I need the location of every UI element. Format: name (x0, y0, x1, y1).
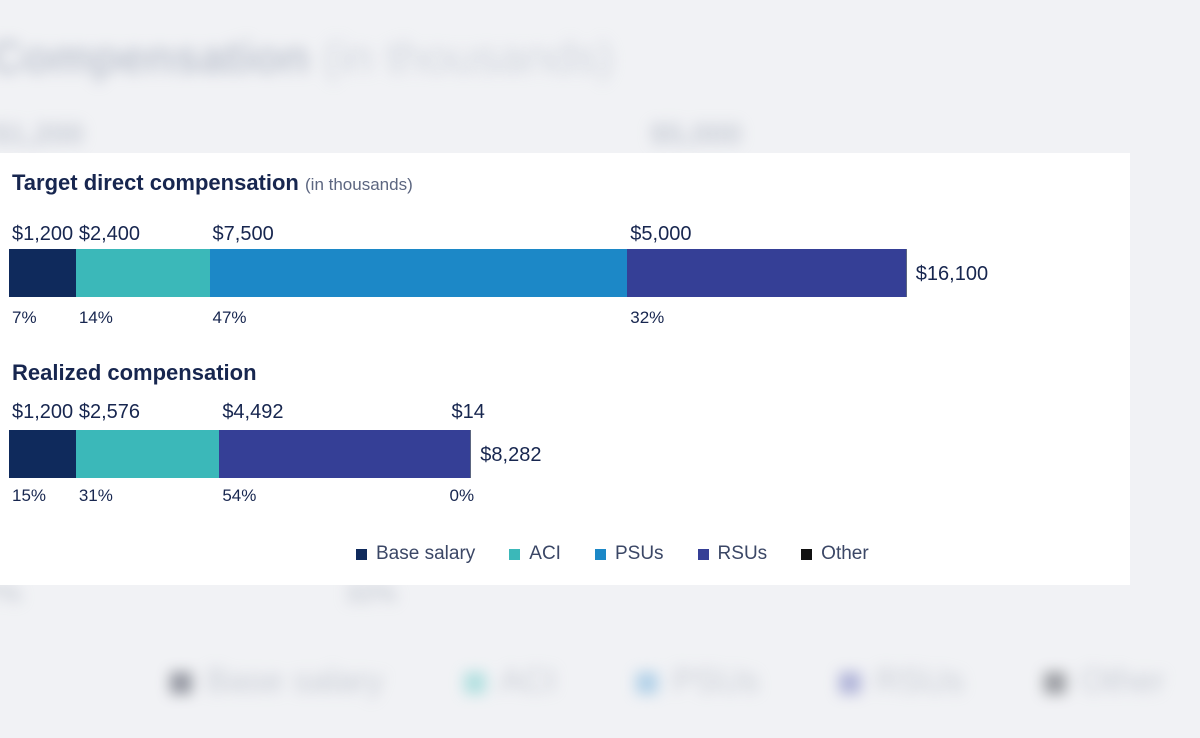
legend-swatch-rsus (697, 548, 709, 560)
background-left-value: $1,200 (0, 118, 84, 151)
bar-segment-rsus-1 (627, 249, 906, 297)
legend-label-aci: ACI (529, 543, 561, 564)
bar-segment-aci-2 (75, 430, 220, 478)
legend-item-aci: ACI (509, 543, 561, 565)
bar-segment-base-salary-2 (9, 430, 76, 478)
total-tick-1 (905, 249, 907, 297)
legend-swatch-aci (509, 548, 521, 560)
bar-segment-aci-1 (75, 249, 210, 297)
legend-swatch-base-salary (356, 548, 367, 560)
panel-subtitle-target: (in thousands) (305, 175, 413, 194)
pct-label-base-salary-2: 15% (12, 486, 47, 505)
value-label-other-2: $14 (451, 401, 485, 423)
value-label-aci-1: $2,400 (78, 223, 140, 245)
bar-segment-psus-1 (209, 249, 628, 297)
background-legend-item-rsus: RSUs (839, 662, 964, 701)
value-label-base-salary-1: $1,200 (12, 223, 74, 245)
background-legend-item-base: Base salary (170, 662, 384, 701)
total-label-2: $8,282 (480, 444, 542, 466)
pct-label-aci-1: 14% (78, 308, 113, 327)
value-label-rsus-1: $5,000 (630, 223, 692, 245)
background-legend-item-psus: PSUs (636, 662, 759, 701)
pct-label-aci-2: 31% (78, 486, 113, 505)
value-label-aci-2: $2,576 (78, 401, 140, 423)
legend-item-base-salary: Base salary (356, 543, 475, 565)
pct-label-rsus-2: 54% (222, 486, 257, 505)
pct-label-base-salary-1: 7% (12, 308, 37, 327)
value-label-rsus-2: $4,492 (222, 401, 284, 423)
background-left-pct: 7% (0, 578, 22, 608)
legend-item-other: Other (801, 543, 869, 565)
legend-item-psus: PSUs (594, 543, 664, 565)
chart-card: Target direct compensation (in thousands… (0, 153, 1130, 585)
legend-swatch-psus (594, 548, 606, 560)
background-right-value: $5,000 (650, 118, 742, 151)
pct-label-other-2: 0% (449, 486, 475, 505)
background-title: Compensation (in thousands) (0, 31, 614, 83)
value-label-psus-1: $7,500 (212, 223, 274, 245)
pct-label-rsus-1: 32% (630, 308, 665, 327)
background-legend: Base salary ACI PSUs RSUs Other (170, 662, 1165, 701)
legend-label-psus: PSUs (614, 543, 664, 564)
legend-item-rsus: RSUs (697, 543, 768, 565)
legend-label-other: Other (821, 543, 869, 564)
panel-title-target: Target direct compensation (in thousands… (12, 170, 413, 195)
panel-title-realized: Realized compensation (12, 360, 257, 385)
bar-segment-base-salary-1 (9, 249, 76, 297)
background-legend-item-other: Other (1044, 662, 1165, 701)
legend-label-base-salary: Base salary (376, 543, 476, 564)
pct-label-psus-1: 47% (212, 308, 247, 327)
total-tick-2 (470, 430, 472, 478)
value-label-base-salary-2: $1,200 (12, 401, 74, 423)
total-label-1: $16,100 (915, 263, 989, 285)
background-legend-item-aci: ACI (463, 662, 556, 701)
bar-segment-rsus-2 (219, 430, 470, 478)
bar-segment-other-2 (469, 430, 471, 478)
legend: Base salary ACI PSUs RSUs Other (356, 543, 903, 565)
legend-swatch-other (801, 548, 813, 560)
legend-label-rsus: RSUs (717, 543, 768, 564)
